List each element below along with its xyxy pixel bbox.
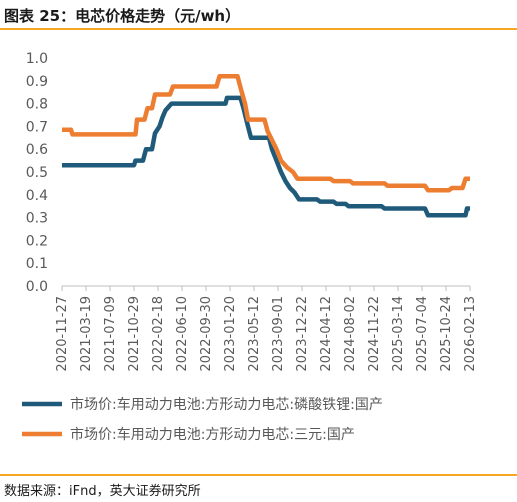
bottom-rule	[0, 474, 517, 476]
chart-container: 0.0 0.1 0.2 0.3 0.4 0.5 0.6 0.7 0.8 0.9 1.0 2020-1…	[0, 32, 517, 472]
x-tick-label: 2025-07-04	[415, 296, 430, 372]
x-tick-label: 2021-03-19	[79, 296, 94, 372]
x-tick-label: 2023-09-01	[271, 296, 286, 372]
x-tick-label: 2024-04-12	[319, 296, 334, 372]
series-line-lfp	[62, 95, 470, 218]
x-tick-label: 2022-02-18	[151, 296, 166, 372]
data-source: 数据来源：iFnd，英大证券研究所	[4, 484, 201, 499]
y-axis: 0.0 0.1 0.2 0.3 0.4 0.5 0.6 0.7 0.8 0.9 1.0	[26, 51, 48, 295]
x-tick-label: 2023-01-20	[223, 296, 238, 372]
legend-label: 市场价:车用动力电池:方形动力电芯:三元:国产	[70, 426, 355, 443]
series-layer	[62, 73, 470, 218]
x-tick-label: 2022-09-30	[199, 296, 214, 372]
y-tick-label: 0.2	[26, 233, 48, 249]
title-bar: 图表 25：电芯价格走势（元/wh）	[0, 0, 517, 30]
y-tick-label: 0.1	[26, 256, 48, 272]
x-tick-label: 2023-12-22	[295, 296, 310, 372]
x-tick-label: 2020-11-27	[55, 296, 70, 372]
y-tick-label: 0.6	[26, 142, 48, 158]
x-tick-label: 2021-07-09	[103, 296, 118, 372]
y-tick-label: 0.4	[26, 188, 48, 204]
y-tick-label: 0.9	[26, 74, 48, 90]
y-tick-label: 0.8	[26, 97, 48, 113]
y-tick-label: 0.3	[26, 211, 48, 227]
y-tick-label: 0.7	[26, 119, 48, 135]
x-tick-label: 2023-05-12	[247, 296, 262, 372]
page-title: 图表 25：电芯价格走势（元/wh）	[4, 7, 241, 25]
x-tick-label: 2025-03-14	[391, 296, 406, 372]
y-tick-label: 0.0	[26, 279, 48, 295]
x-tick-label: 2024-08-02	[343, 296, 358, 372]
y-tick-label: 1.0	[26, 51, 48, 67]
y-tick-label: 0.5	[26, 165, 48, 181]
legend: 市场价:车用动力电池:方形动力电芯:磷酸铁锂:国产市场价:车用动力电池:方形动力…	[22, 396, 383, 443]
x-tick-label: 2025-10-24	[439, 296, 454, 372]
line-chart: 0.0 0.1 0.2 0.3 0.4 0.5 0.6 0.7 0.8 0.9 1.0 2020-1…	[22, 51, 478, 443]
legend-label: 市场价:车用动力电池:方形动力电芯:磷酸铁锂:国产	[70, 396, 383, 413]
x-axis: 2020-11-27 2021-03-19 2021-07-09 2021-10-29…	[55, 285, 478, 372]
x-tick-label: 2024-11-22	[367, 296, 382, 372]
x-tick-label: 2022-06-10	[175, 296, 190, 372]
series-line-ternary	[62, 73, 470, 193]
x-tick-label: 2021-10-29	[127, 296, 142, 372]
x-tick-label: 2026-02-13	[463, 296, 478, 372]
